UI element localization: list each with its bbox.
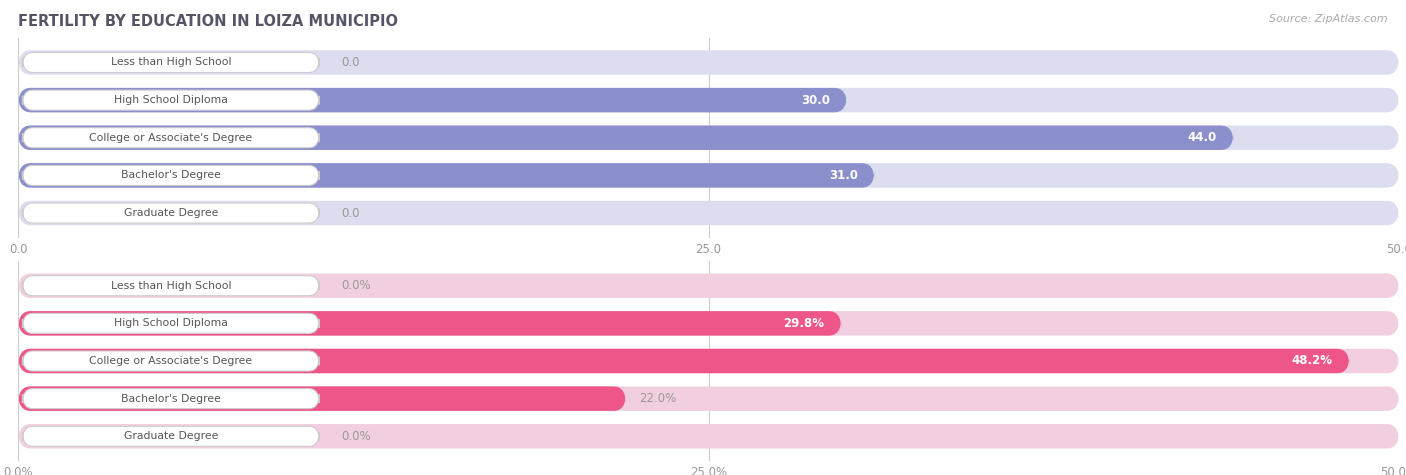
FancyBboxPatch shape [18,125,1399,150]
FancyBboxPatch shape [18,424,1399,448]
Text: 22.0%: 22.0% [640,392,676,405]
Text: Graduate Degree: Graduate Degree [124,431,218,441]
Text: 48.2%: 48.2% [1292,354,1333,368]
FancyBboxPatch shape [22,128,319,148]
Text: Less than High School: Less than High School [111,281,231,291]
FancyBboxPatch shape [18,163,1399,188]
FancyBboxPatch shape [18,311,1399,336]
Text: 0.0%: 0.0% [342,279,371,292]
Text: Less than High School: Less than High School [111,57,231,67]
FancyBboxPatch shape [22,165,319,185]
Text: 44.0: 44.0 [1188,131,1216,144]
FancyBboxPatch shape [18,88,846,113]
FancyBboxPatch shape [18,386,626,411]
FancyBboxPatch shape [18,349,1350,373]
Text: 31.0: 31.0 [828,169,858,182]
FancyBboxPatch shape [18,349,1399,373]
Text: Bachelor's Degree: Bachelor's Degree [121,171,221,180]
FancyBboxPatch shape [18,163,875,188]
Text: Source: ZipAtlas.com: Source: ZipAtlas.com [1270,14,1388,24]
Text: Graduate Degree: Graduate Degree [124,208,218,218]
FancyBboxPatch shape [22,203,319,223]
FancyBboxPatch shape [18,50,1399,75]
Text: 30.0: 30.0 [801,94,830,106]
Text: 0.0: 0.0 [342,207,360,219]
FancyBboxPatch shape [22,351,319,371]
FancyBboxPatch shape [18,386,1399,411]
Text: 29.8%: 29.8% [783,317,824,330]
FancyBboxPatch shape [22,389,319,408]
Text: Bachelor's Degree: Bachelor's Degree [121,394,221,404]
FancyBboxPatch shape [22,314,319,333]
FancyBboxPatch shape [22,52,319,73]
FancyBboxPatch shape [18,311,841,336]
Text: FERTILITY BY EDUCATION IN LOIZA MUNICIPIO: FERTILITY BY EDUCATION IN LOIZA MUNICIPI… [18,14,398,29]
Text: College or Associate's Degree: College or Associate's Degree [90,133,253,143]
FancyBboxPatch shape [22,276,319,296]
FancyBboxPatch shape [22,426,319,446]
Text: 0.0%: 0.0% [342,430,371,443]
FancyBboxPatch shape [22,90,319,110]
Text: High School Diploma: High School Diploma [114,95,228,105]
FancyBboxPatch shape [18,125,1233,150]
Text: College or Associate's Degree: College or Associate's Degree [90,356,253,366]
FancyBboxPatch shape [18,201,1399,225]
Text: High School Diploma: High School Diploma [114,318,228,328]
Text: 0.0: 0.0 [342,56,360,69]
FancyBboxPatch shape [18,88,1399,113]
FancyBboxPatch shape [18,274,1399,298]
